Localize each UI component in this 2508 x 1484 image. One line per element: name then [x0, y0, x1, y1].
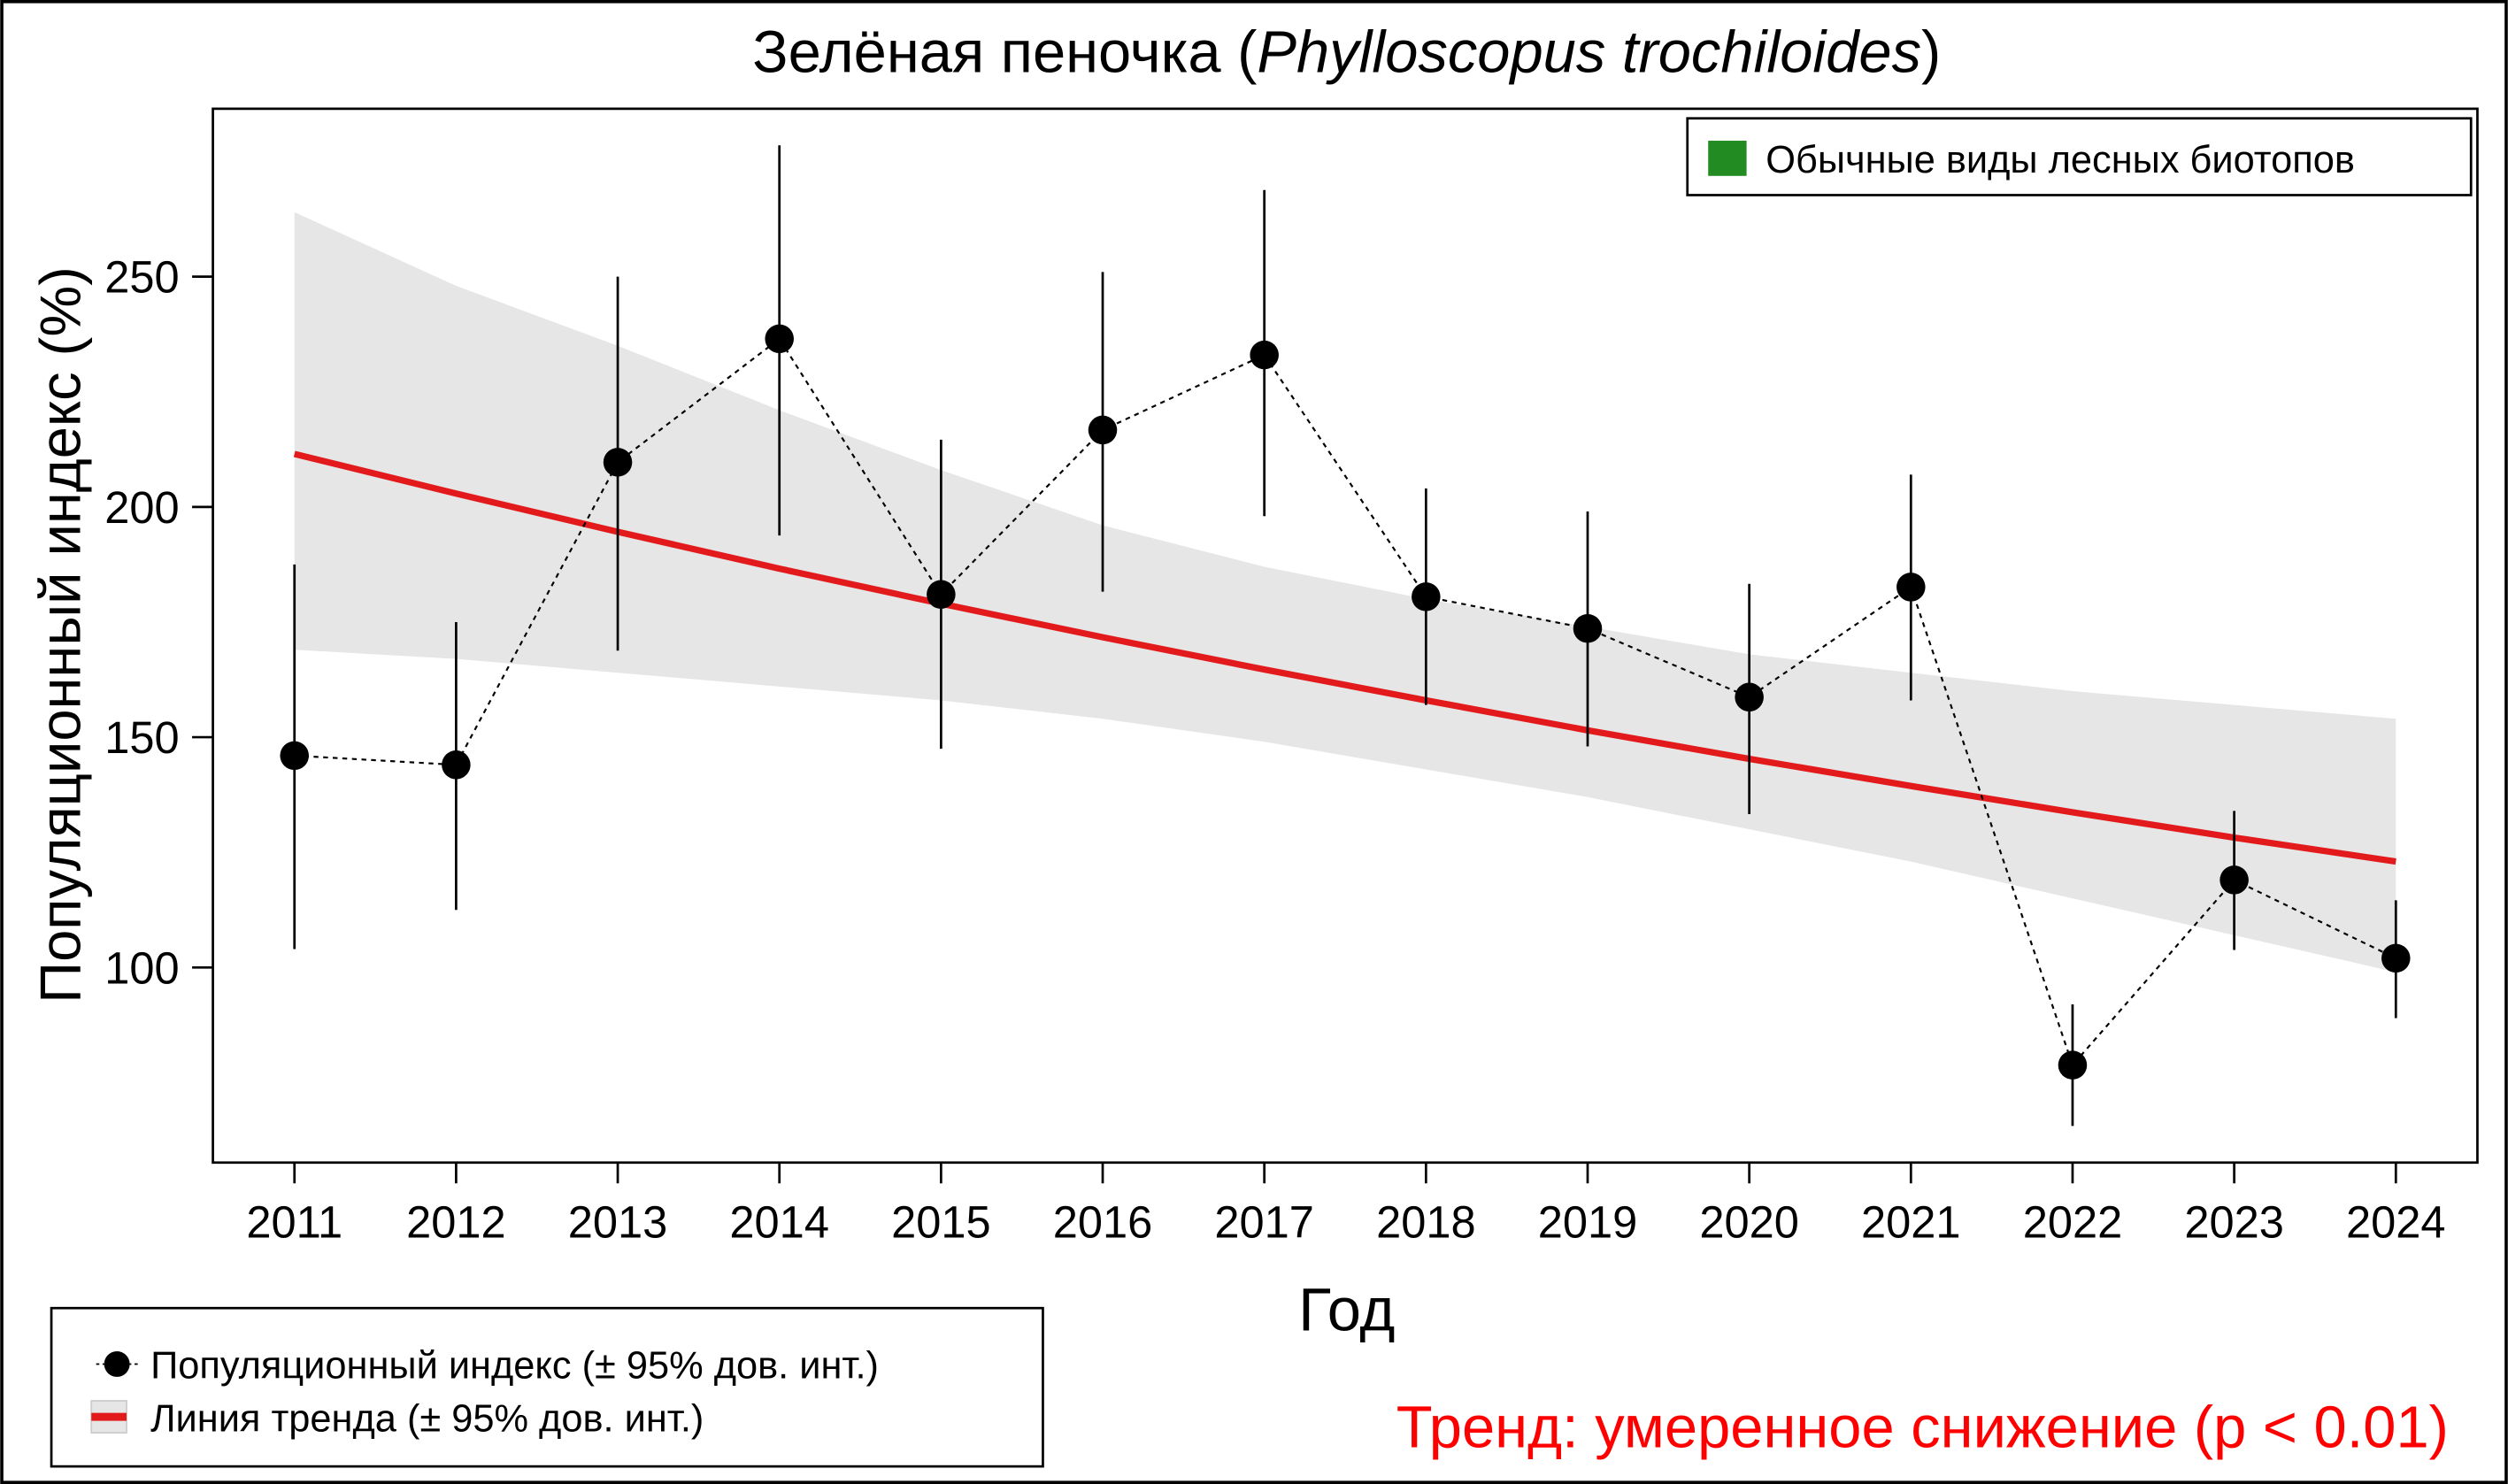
series-legend: Популяционный индекс (± 95% дов. инт.) Л… [50, 1306, 1044, 1468]
data-point-2020 [1735, 682, 1764, 712]
data-point-2018 [1412, 582, 1441, 611]
chart-title: Зелёная пеночка (Phylloscopus trochiloid… [752, 19, 1941, 85]
trend-line-path [293, 450, 2396, 865]
x-tick-label: 2022 [2023, 1197, 2123, 1248]
plot-frame [212, 107, 2479, 1165]
connector-path [294, 337, 2396, 1067]
y-axis-label: Популяционный индекс (%) [28, 266, 93, 1003]
x-tick-label: 2021 [1861, 1197, 1961, 1248]
y-tick-label: 250 [104, 252, 179, 303]
data-point-2023 [2220, 865, 2249, 895]
data-point-2011 [280, 741, 309, 771]
x-axis: 2011 2012 2013 2014 2015 2016 2017 2018 2019 2020… [246, 1162, 2446, 1248]
group-color-swatch [1708, 141, 1747, 176]
x-axis-label: Год [1298, 1276, 1395, 1344]
y-tick-label: 150 [104, 712, 179, 763]
data-point-2013 [603, 448, 633, 477]
group-legend: Обычные виды лесных биотопов [1686, 117, 2473, 196]
y-tick-label: 100 [104, 942, 179, 993]
index-connector-line [294, 337, 2396, 1067]
legend-point-marker [104, 1351, 130, 1377]
y-axis: 100 150 200 250 [104, 252, 213, 993]
x-tick-label: 2013 [568, 1197, 668, 1248]
x-tick-label: 2024 [2346, 1197, 2446, 1248]
data-point-2022 [2058, 1050, 2088, 1080]
data-point-2015 [927, 580, 956, 610]
data-point-2017 [1250, 340, 1279, 370]
x-tick-label: 2011 [246, 1197, 342, 1248]
x-tick-label: 2015 [891, 1197, 991, 1248]
data-point-2019 [1573, 613, 1603, 643]
x-tick-label: 2014 [729, 1197, 829, 1248]
x-tick-label: 2012 [406, 1197, 506, 1248]
x-tick-label: 2017 [1214, 1197, 1314, 1248]
data-point-2012 [442, 750, 471, 780]
x-tick-label: 2023 [2184, 1197, 2284, 1248]
trend-line [293, 450, 2396, 865]
data-point-2021 [1896, 573, 1926, 602]
x-tick-label: 2018 [1376, 1197, 1476, 1248]
group-legend-label: Обычные виды лесных биотопов [1766, 139, 2355, 181]
x-tick-label: 2016 [1053, 1197, 1153, 1248]
legend-label-index: Популяционный индекс (± 95% дов. инт.) [150, 1345, 879, 1388]
data-points [280, 324, 2411, 1080]
data-point-2024 [2381, 943, 2411, 973]
x-tick-label: 2019 [1538, 1197, 1638, 1248]
trend-result-text: Тренд: умеренное снижение (p < 0.01) [1396, 1394, 2449, 1460]
legend-label-trend: Линия тренда (± 95% дов. инт.) [150, 1397, 704, 1440]
y-tick-label: 200 [104, 482, 179, 533]
x-tick-label: 2020 [1699, 1197, 1799, 1248]
data-point-2014 [765, 324, 794, 354]
data-point-2016 [1088, 415, 1118, 445]
